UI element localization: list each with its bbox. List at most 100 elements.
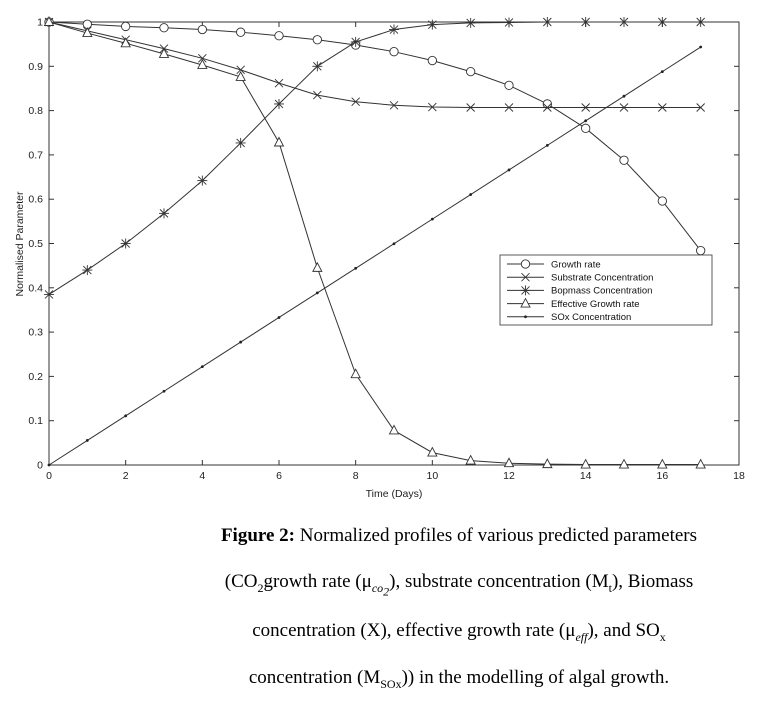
data-point <box>699 45 703 49</box>
data-point <box>466 103 475 112</box>
data-point <box>657 458 668 469</box>
legend-entry: Growth rate <box>551 259 601 270</box>
caption-lead: Figure 2: <box>220 525 296 546</box>
caption-l4-sub: SOx <box>380 676 402 691</box>
caption-line1-text: Normalized profiles of various predicted… <box>299 525 698 546</box>
data-point <box>120 238 131 249</box>
data-point <box>158 47 170 58</box>
data-point <box>162 389 166 393</box>
marker-stroke <box>389 100 399 110</box>
legend-marker <box>520 285 531 296</box>
data-point <box>427 19 438 30</box>
x-tick-label: 0 <box>46 470 52 482</box>
legend-entry: Bopmass Concentration <box>551 286 652 297</box>
x-tick-label: 10 <box>426 470 438 482</box>
y-tick-label: 0.6 <box>28 194 43 206</box>
data-point <box>159 23 169 33</box>
marker-stroke <box>313 90 322 100</box>
y-tick-label: 0.4 <box>28 282 43 294</box>
data-point <box>619 17 629 27</box>
marker-stroke <box>274 78 284 88</box>
caption-l3-sub2: x <box>659 629 666 644</box>
x-tick-label: 14 <box>580 470 592 482</box>
data-point <box>312 35 322 45</box>
series-star <box>44 17 706 300</box>
x-tick-label: 16 <box>656 470 668 482</box>
caption-l2-sub2: co2 <box>371 580 390 599</box>
caption-l2c: ), substrate concentration (M <box>389 571 609 592</box>
data-point <box>581 123 591 133</box>
data-point <box>619 155 629 165</box>
data-point <box>47 463 51 467</box>
caption-l3b: ), and SO <box>587 620 660 641</box>
marker-stroke <box>543 103 552 112</box>
caption-l2-sub3: t <box>608 580 612 595</box>
data-point <box>197 175 208 186</box>
series-line <box>48 21 701 295</box>
legend-entry: Substrate Concentration <box>551 273 653 284</box>
data-point <box>427 55 437 66</box>
data-point <box>236 27 246 37</box>
caption-l3-sub: eff <box>575 629 588 644</box>
chart: 0 2 4 6 8 10 12 14 16 18 0 0.1 0.2 0.3 0.4 0.5 0.6 0.7 0.… <box>14 16 745 500</box>
series-layer <box>43 16 706 469</box>
data-point <box>389 24 399 35</box>
data-point <box>236 65 245 75</box>
caption-l3a: concentration (X), effective growth rate… <box>252 620 576 641</box>
x-tick-label: 2 <box>123 470 129 482</box>
caption-l4a: concentration (M <box>248 667 381 688</box>
data-point <box>239 340 243 344</box>
data-point <box>543 103 552 112</box>
x-axis-ticks: 0 2 4 6 8 10 12 14 16 18 <box>46 22 745 482</box>
caption-l2-sub1: 2 <box>257 580 264 595</box>
data-point <box>389 47 399 57</box>
data-point <box>85 439 89 442</box>
y-axis-ticks: 0 0.1 0.2 0.3 0.4 0.5 0.6 0.7 0.8 0.9 1 <box>28 17 739 472</box>
marker-stroke <box>236 65 245 75</box>
data-point <box>507 168 511 172</box>
y-tick-label: 0.9 <box>28 61 43 73</box>
data-point <box>580 458 591 469</box>
y-tick-label: 0.7 <box>28 149 43 161</box>
data-point <box>351 97 360 107</box>
y-tick-label: 1 <box>37 17 43 29</box>
caption-l4b: )) in the modelling of algal growth. <box>401 667 670 688</box>
data-point <box>618 458 630 469</box>
data-point <box>465 17 476 28</box>
data-point <box>388 424 400 435</box>
data-point <box>277 316 281 319</box>
data-point <box>469 193 473 196</box>
marker-stroke <box>428 102 437 112</box>
y-tick-label: 0 <box>37 460 43 472</box>
legend-entry: Effective Growth rate <box>551 299 640 310</box>
x-tick-label: 8 <box>353 470 359 482</box>
legend: Growth rate Substrate Concentration Bopmas… <box>499 254 713 326</box>
data-point <box>315 291 319 295</box>
data-point <box>504 80 514 90</box>
series-triangle <box>43 16 706 469</box>
data-point <box>82 27 93 38</box>
data-point <box>696 103 705 112</box>
y-tick-label: 0.5 <box>28 238 43 250</box>
y-axis-label: Normalised Parameter <box>14 191 26 297</box>
data-point <box>121 21 131 32</box>
x-tick-label: 6 <box>276 470 282 482</box>
marker-stroke <box>521 272 530 282</box>
data-point <box>466 66 476 77</box>
data-point <box>545 143 549 147</box>
data-point <box>354 266 358 270</box>
legend-marker <box>521 272 530 282</box>
series-dot <box>47 45 703 467</box>
x-tick-label: 12 <box>503 470 515 482</box>
data-point <box>274 31 284 41</box>
marker-stroke <box>351 97 360 107</box>
data-point <box>503 457 515 468</box>
data-point <box>350 36 361 47</box>
data-point <box>504 17 514 28</box>
data-point <box>619 103 629 112</box>
data-point <box>124 414 128 418</box>
legend-marker <box>520 297 531 308</box>
data-point <box>696 245 706 256</box>
data-point <box>389 100 399 110</box>
data-point <box>235 70 246 81</box>
